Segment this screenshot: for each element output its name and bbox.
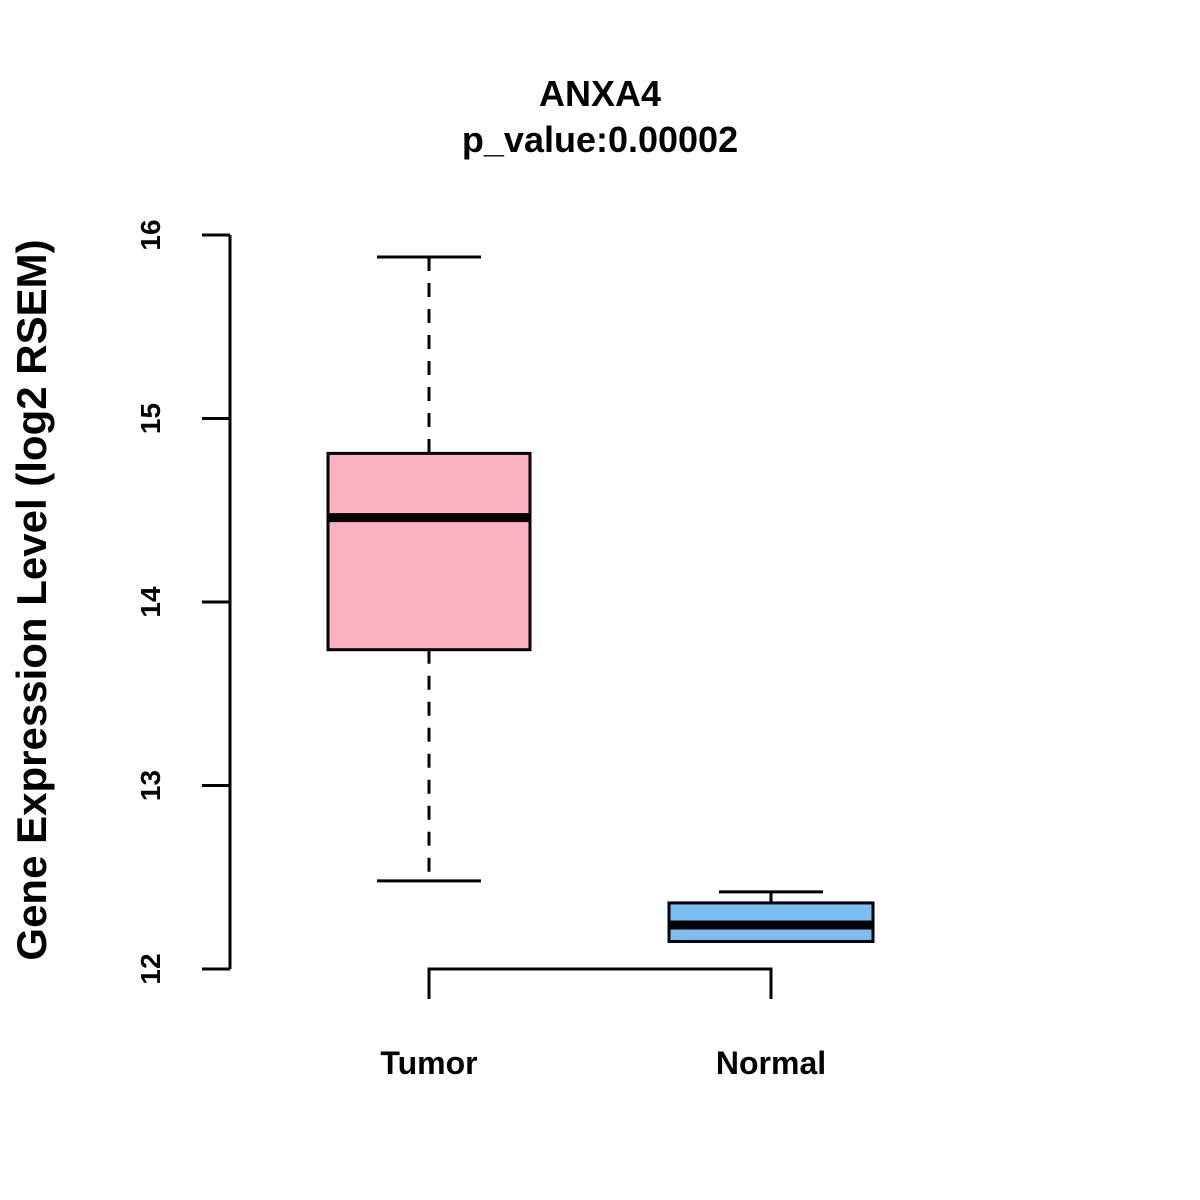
y-tick-label: 12 (135, 953, 166, 984)
chart-subtitle: p_value:0.00002 (462, 119, 738, 160)
y-tick-label: 15 (135, 403, 166, 434)
significance-bracket (427, 967, 773, 999)
y-tick-label: 16 (135, 219, 166, 250)
category-label-tumor: Tumor (380, 1045, 477, 1081)
y-axis: 12 13 14 15 16 (135, 219, 232, 985)
y-tick-label: 13 (135, 770, 166, 801)
y-tick-label: 14 (135, 586, 166, 618)
y-axis-label: Gene Expression Level (log2 RSEM) (8, 239, 55, 960)
plot-area (326, 255, 875, 999)
x-axis-labels: Tumor Normal (380, 1045, 826, 1081)
box-normal (667, 890, 875, 943)
iqr-box (326, 451, 532, 652)
category-label-normal: Normal (716, 1045, 826, 1081)
box-tumor (326, 255, 532, 883)
chart-title: ANXA4 (539, 73, 661, 114)
